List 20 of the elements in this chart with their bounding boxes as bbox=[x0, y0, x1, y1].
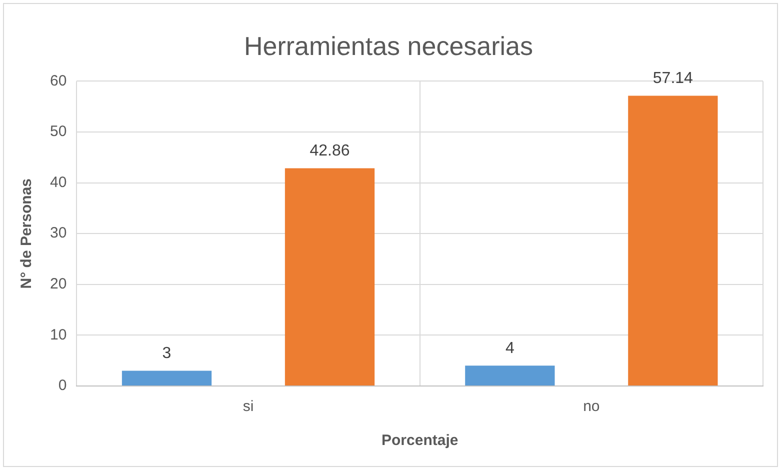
y-tick-label: 0 bbox=[58, 377, 67, 394]
y-tick-label: 10 bbox=[50, 326, 67, 344]
bar bbox=[122, 370, 212, 386]
data-label: 3 bbox=[162, 345, 172, 362]
x-tick-label: no bbox=[583, 398, 600, 416]
bar bbox=[628, 96, 718, 386]
chart-title: Herramientas necesarias bbox=[244, 30, 534, 61]
y-tick-label: 50 bbox=[50, 123, 67, 140]
y-axis-title: N° de Personas bbox=[18, 178, 36, 289]
x-tick-label: si bbox=[242, 398, 254, 416]
bar bbox=[465, 366, 555, 386]
data-label: 4 bbox=[505, 340, 514, 358]
data-label: 57.14 bbox=[652, 70, 694, 88]
y-tick-label: 30 bbox=[50, 224, 67, 242]
data-label: 42.86 bbox=[310, 142, 350, 160]
y-tick-label: 60 bbox=[50, 72, 67, 90]
y-tick-label: 20 bbox=[50, 276, 67, 293]
bar bbox=[284, 168, 375, 386]
y-tick-label: 40 bbox=[50, 174, 67, 191]
x-axis-title: Porcentaje bbox=[381, 432, 458, 450]
